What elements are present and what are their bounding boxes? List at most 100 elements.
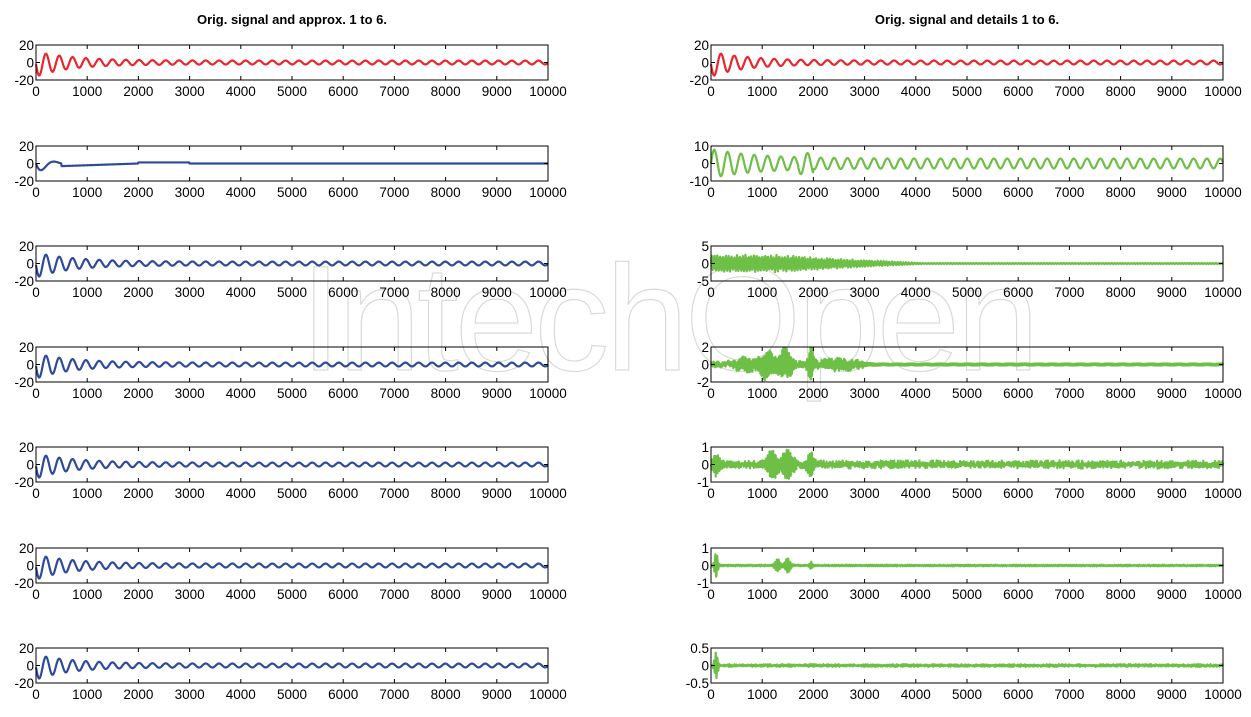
x-tick-label: 3000: [850, 587, 880, 602]
x-tick-label: 9000: [482, 587, 512, 602]
series-line: [710, 651, 1225, 680]
x-tick-label: 7000: [1054, 687, 1084, 702]
x-tick-label: 7000: [1054, 185, 1084, 200]
x-tick-label: 7000: [1054, 84, 1084, 99]
axes-box: [35, 547, 549, 584]
x-tick-label: 5000: [952, 687, 982, 702]
x-tick-label: 4000: [226, 185, 256, 200]
x-tick-label: 5000: [952, 185, 982, 200]
x-tick-label: 6000: [328, 285, 358, 300]
x-tick-label: 2000: [798, 285, 828, 300]
x-tick-label: 8000: [1106, 185, 1136, 200]
x-tick-label: 0: [707, 185, 715, 200]
x-tick-label: 7000: [1054, 486, 1084, 501]
x-tick-label: 4000: [226, 587, 256, 602]
y-tick-label: -10: [689, 174, 709, 189]
x-tick-label: 10000: [529, 486, 567, 501]
chart-2: Orig. signal and details 1 to 6.0 1000 200…: [686, 12, 1242, 702]
y-tick-label: 0: [701, 458, 709, 473]
x-tick-label: 2000: [798, 84, 828, 99]
y-tick-label: 0: [26, 559, 34, 574]
x-tick-label: 10000: [1204, 486, 1242, 501]
x-tick-label: 3000: [850, 486, 880, 501]
y-tick-label: -20: [14, 274, 34, 289]
x-tick-label: 6000: [1003, 386, 1033, 401]
y-tick-label: 20: [19, 139, 34, 154]
chart-title: Orig. signal and approx. 1 to 6.: [197, 12, 387, 27]
series-line: [709, 448, 1225, 480]
chart-1: Orig. signal and approx. 1 to 6.0 1000 200…: [14, 12, 566, 702]
panel-1-3: 0 1000 2000 3000 4000 5000 6000 7000 8000 9000 100…: [14, 239, 566, 300]
y-tick-label: -20: [14, 576, 34, 591]
series-line: [34, 354, 549, 379]
x-tick-label: 6000: [328, 587, 358, 602]
x-tick-label: 5000: [952, 587, 982, 602]
x-tick-label: 8000: [431, 587, 461, 602]
panel-2-4: 0 1000 2000 3000 4000 5000 6000 7000 8000 9000 100…: [697, 340, 1242, 401]
axes-box: [35, 446, 549, 483]
y-tick-label: -20: [14, 676, 34, 691]
y-tick-label: 20: [19, 641, 34, 656]
x-tick-label: 10000: [529, 386, 567, 401]
x-tick-label: 2000: [798, 486, 828, 501]
x-tick-label: 3000: [175, 386, 205, 401]
x-tick-label: 6000: [1003, 285, 1033, 300]
x-tick-label: 0: [32, 687, 40, 702]
y-tick-label: -20: [14, 73, 34, 88]
x-tick-label: 2000: [123, 386, 153, 401]
y-tick-label: 0: [701, 56, 709, 71]
x-tick-label: 1000: [72, 285, 102, 300]
panel-1-1: 0 1000 2000 3000 4000 5000 6000 7000 8000 9000 100…: [14, 38, 566, 99]
panel-2-2: 0 1000 2000 3000 4000 5000 6000 7000 8000 9000 100…: [689, 139, 1241, 200]
y-tick-label: 0: [26, 358, 34, 373]
x-tick-label: 7000: [1054, 587, 1084, 602]
x-tick-label: 9000: [1157, 185, 1187, 200]
x-tick-label: 7000: [379, 84, 409, 99]
axes-box: [35, 44, 549, 81]
y-tick-label: 0: [701, 358, 709, 373]
x-tick-label: 5000: [952, 285, 982, 300]
x-tick-label: 7000: [379, 587, 409, 602]
x-tick-label: 5000: [277, 486, 307, 501]
x-tick-label: 3000: [850, 687, 880, 702]
y-tick-label: 0: [26, 458, 34, 473]
x-tick-label: 1000: [747, 285, 777, 300]
x-tick-label: 3000: [850, 285, 880, 300]
axes-box: [710, 44, 1224, 81]
x-tick-label: 1000: [72, 687, 102, 702]
x-tick-label: 5000: [277, 84, 307, 99]
series-line: [709, 253, 1224, 274]
x-tick-label: 1000: [747, 386, 777, 401]
series-line: [709, 346, 1225, 382]
x-tick-label: 3000: [850, 84, 880, 99]
x-tick-label: 2000: [798, 587, 828, 602]
panel-1-2: 0 1000 2000 3000 4000 5000 6000 7000 8000 9000 100…: [14, 139, 566, 200]
y-tick-label: -0.5: [686, 676, 709, 691]
panel-2-7: 0 1000 2000 3000 4000 5000 6000 7000 8000 9000 100…: [686, 641, 1242, 702]
x-tick-label: 3000: [175, 486, 205, 501]
x-tick-label: 6000: [328, 185, 358, 200]
x-tick-label: 2000: [798, 386, 828, 401]
x-tick-label: 5000: [277, 687, 307, 702]
y-tick-label: -20: [14, 174, 34, 189]
x-tick-label: 9000: [1157, 386, 1187, 401]
x-tick-label: 9000: [482, 386, 512, 401]
y-tick-label: 5: [701, 239, 709, 254]
x-tick-label: 0: [707, 587, 715, 602]
series-line: [34, 253, 549, 278]
x-tick-label: 5000: [952, 84, 982, 99]
y-tick-label: -1: [697, 475, 709, 490]
panel-2-5: 0 1000 2000 3000 4000 5000 6000 7000 8000 9000 100…: [697, 440, 1242, 501]
x-tick-label: 9000: [482, 84, 512, 99]
axes-box: [35, 647, 549, 684]
panel-2-6: 0 1000 2000 3000 4000 5000 6000 7000 8000 9000 100…: [697, 541, 1242, 602]
y-tick-label: 20: [19, 239, 34, 254]
x-tick-label: 0: [707, 486, 715, 501]
y-tick-label: -20: [689, 73, 709, 88]
x-tick-label: 3000: [175, 687, 205, 702]
x-tick-label: 2000: [798, 185, 828, 200]
y-tick-label: 0.5: [690, 641, 709, 656]
x-tick-label: 7000: [379, 185, 409, 200]
series-line: [709, 52, 1224, 77]
x-tick-label: 5000: [952, 386, 982, 401]
